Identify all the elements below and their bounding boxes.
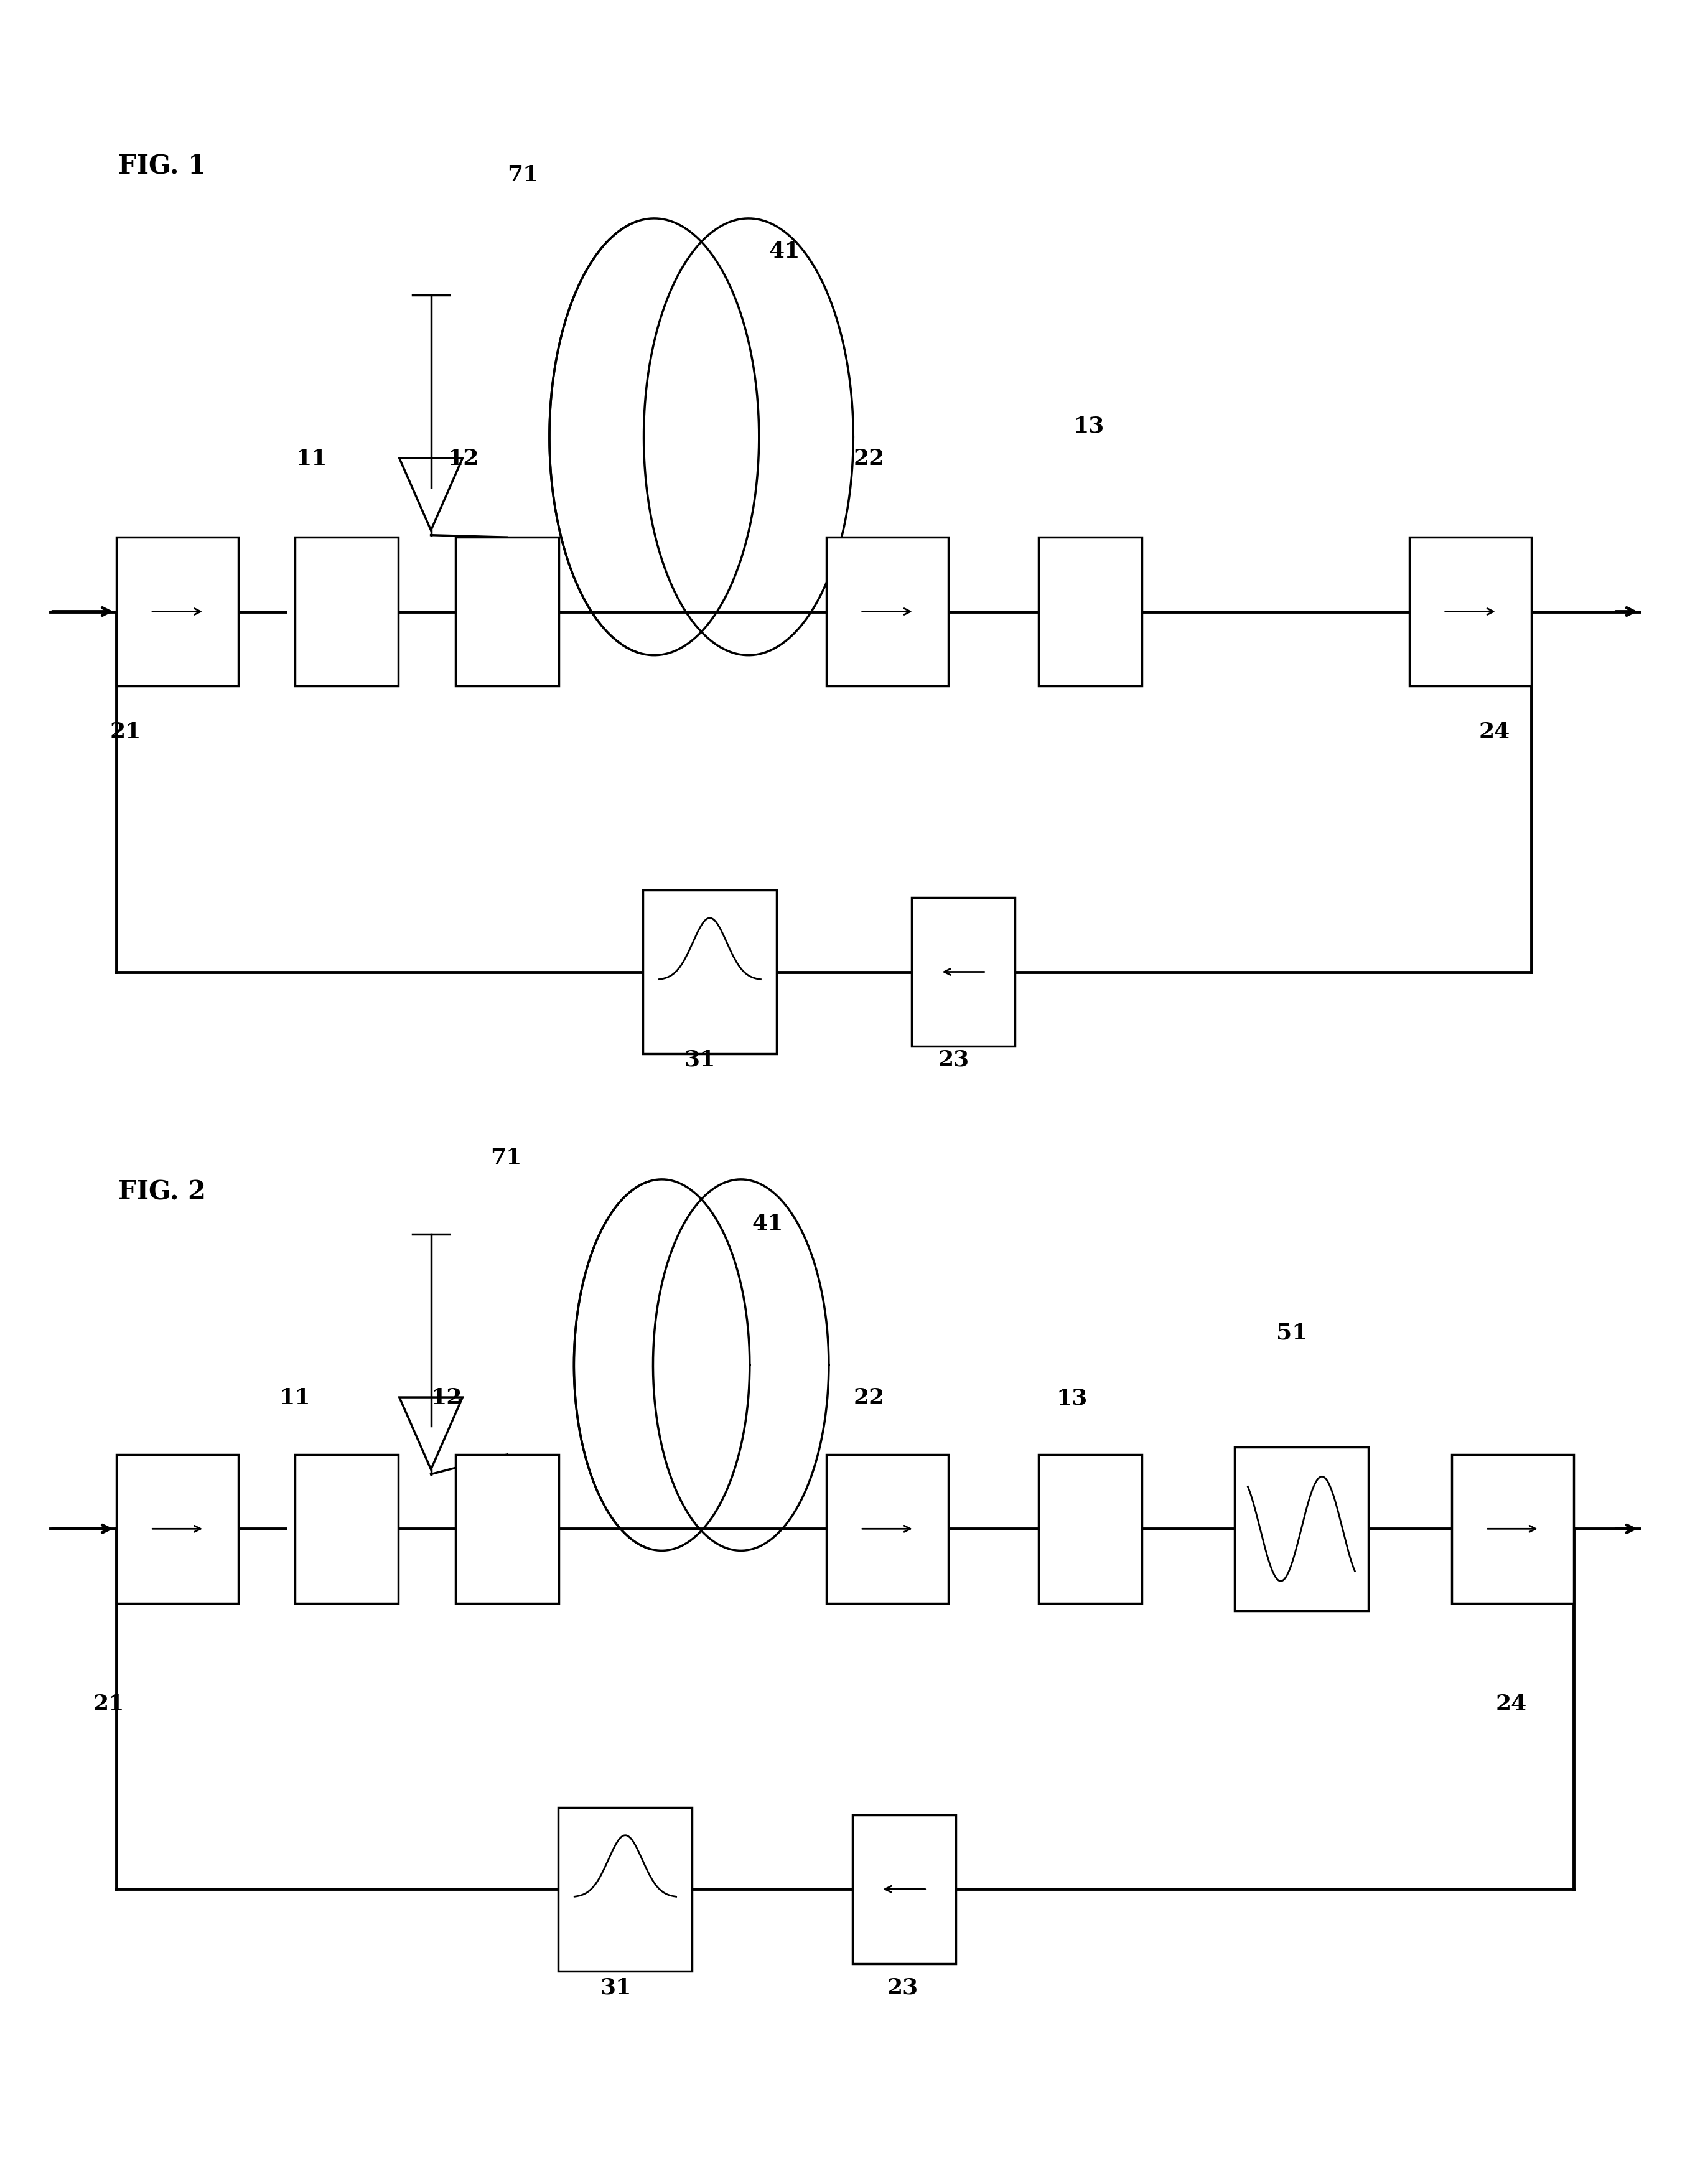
- Bar: [558, 1808, 693, 1970]
- Text: 31: 31: [684, 1048, 717, 1070]
- Text: FIG. 2: FIG. 2: [118, 1179, 206, 1206]
- Text: 12: 12: [448, 448, 480, 470]
- Text: 21: 21: [93, 1693, 125, 1714]
- Bar: [117, 537, 238, 686]
- Bar: [911, 898, 1016, 1046]
- Text: 11: 11: [279, 1387, 311, 1409]
- Bar: [1234, 1448, 1369, 1610]
- Text: 41: 41: [752, 1212, 784, 1234]
- Text: 12: 12: [431, 1387, 463, 1409]
- Text: 22: 22: [853, 448, 886, 470]
- Text: 21: 21: [110, 721, 142, 743]
- Bar: [826, 1455, 948, 1603]
- Bar: [1038, 537, 1142, 686]
- Text: 71: 71: [490, 1147, 522, 1168]
- Bar: [642, 891, 777, 1053]
- Bar: [455, 1455, 559, 1603]
- Text: 41: 41: [769, 240, 801, 262]
- Text: 23: 23: [938, 1048, 970, 1070]
- Bar: [455, 537, 559, 686]
- Bar: [1409, 537, 1531, 686]
- Text: 13: 13: [1056, 1387, 1088, 1409]
- Bar: [826, 537, 948, 686]
- Bar: [1452, 1455, 1573, 1603]
- Bar: [852, 1815, 957, 1963]
- Text: 13: 13: [1073, 415, 1105, 437]
- Bar: [294, 537, 399, 686]
- Bar: [294, 1455, 399, 1603]
- Text: FIG. 1: FIG. 1: [118, 153, 206, 179]
- Bar: [1038, 1455, 1142, 1603]
- Text: 71: 71: [507, 164, 539, 186]
- Text: 23: 23: [887, 1977, 919, 1998]
- Text: 22: 22: [853, 1387, 886, 1409]
- Bar: [117, 1455, 238, 1603]
- Text: 24: 24: [1479, 721, 1511, 743]
- Text: 51: 51: [1276, 1321, 1308, 1343]
- Text: 31: 31: [600, 1977, 632, 1998]
- Text: 24: 24: [1496, 1693, 1528, 1714]
- Text: 11: 11: [296, 448, 328, 470]
